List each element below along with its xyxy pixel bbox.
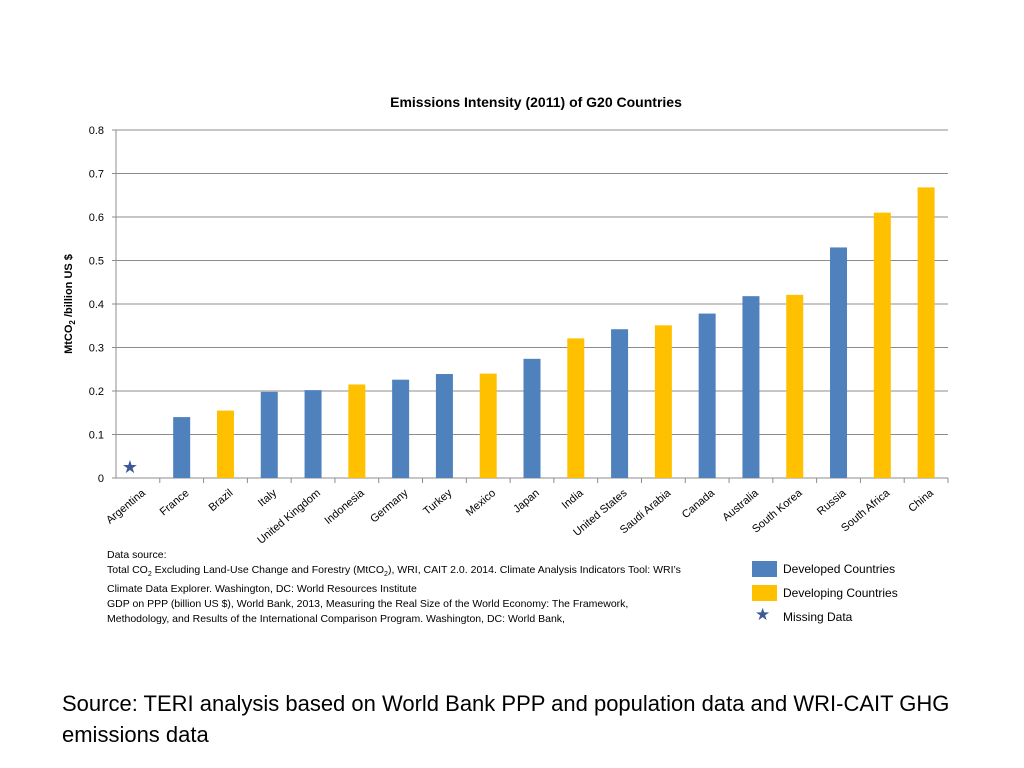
x-tick-label: Russia (815, 487, 849, 518)
legend-swatch-developed (752, 561, 777, 577)
legend-label-developing: Developing Countries (783, 586, 898, 600)
page-source-caption: Source: TERI analysis based on World Ban… (62, 691, 950, 747)
y-tick-label: 0.4 (89, 299, 104, 311)
x-tick-label: Indonesia (323, 487, 368, 527)
bar-italy (260, 391, 278, 478)
y-tick-label: 0 (98, 473, 104, 485)
bar-saudi-arabia (654, 325, 672, 478)
bar-turkey (435, 374, 453, 478)
x-tick-label: Turkey (421, 487, 455, 518)
chart-legend: Developed Countries Developing Countries… (752, 561, 952, 633)
bar-australia (742, 296, 760, 478)
bar-germany (392, 379, 410, 478)
data-source-heading: Data source: (107, 549, 167, 561)
bar-mexico (479, 373, 497, 478)
bar-indonesia (348, 384, 366, 478)
bar-canada (698, 313, 716, 478)
y-tick-label: 0.1 (89, 430, 104, 442)
x-tick-label: Japan (511, 487, 542, 515)
y-tick-label: 0.8 (89, 125, 104, 137)
y-tick-label: 0.5 (89, 256, 104, 268)
x-tick-label: Argentina (104, 487, 148, 527)
chart-title: Emissions Intensity (2011) of G20 Countr… (390, 94, 682, 110)
bar-brazil (216, 410, 234, 478)
data-source-line-2: Climate Data Explorer. Washington, DC: W… (107, 583, 417, 596)
legend-label-developed: Developed Countries (783, 562, 896, 576)
bar-france (173, 417, 191, 478)
data-source-line-3: GDP on PPP (billion US $), World Bank, 2… (107, 598, 629, 611)
bar-united-kingdom (304, 390, 322, 478)
bar-south-africa (873, 212, 891, 478)
x-tick-label: Mexico (464, 487, 498, 519)
bar-united-states (611, 329, 629, 478)
x-tick-label: Canada (680, 487, 718, 522)
y-tick-label: 0.7 (89, 169, 104, 181)
x-tick-label: Italy (256, 487, 280, 509)
x-tick-label: China (906, 487, 936, 515)
data-source-line-4: Methodology, and Results of the Internat… (107, 613, 565, 626)
star-icon: ★ (755, 605, 771, 624)
y-tick-label: 0.6 (89, 212, 104, 224)
legend-item-developing: Developing Countries (752, 585, 952, 609)
bar-india (567, 338, 585, 478)
x-tick-label: Australia (720, 487, 761, 524)
x-tick-label: France (158, 487, 192, 518)
bar-south-korea (786, 294, 804, 478)
legend-item-developed: Developed Countries (752, 561, 952, 585)
legend-label-missing: Missing Data (783, 610, 853, 624)
y-tick-label: 0.3 (89, 343, 104, 355)
y-axis-label: MtCO2 /billion US $ (63, 254, 77, 354)
bar-russia (830, 247, 848, 478)
x-tick-label: India (560, 487, 587, 512)
x-tick-label: Germany (368, 487, 411, 526)
data-source-line-1: Total CO2 Excluding Land-Use Change and … (107, 564, 681, 579)
bar-japan (523, 358, 541, 478)
data-source-note: Data source: Total CO2 Excluding Land-Us… (107, 548, 747, 627)
missing-data-star: ★ (122, 457, 138, 477)
bar-chart: Emissions Intensity (2011) of G20 Countr… (63, 94, 949, 547)
legend-swatch-developing (752, 585, 777, 601)
legend-item-missing: ★ Missing Data (752, 605, 952, 633)
x-tick-label: Brazil (207, 487, 236, 514)
bar-china (917, 187, 935, 479)
x-tick-label: South Africa (839, 487, 893, 535)
y-tick-label: 0.2 (89, 386, 104, 398)
